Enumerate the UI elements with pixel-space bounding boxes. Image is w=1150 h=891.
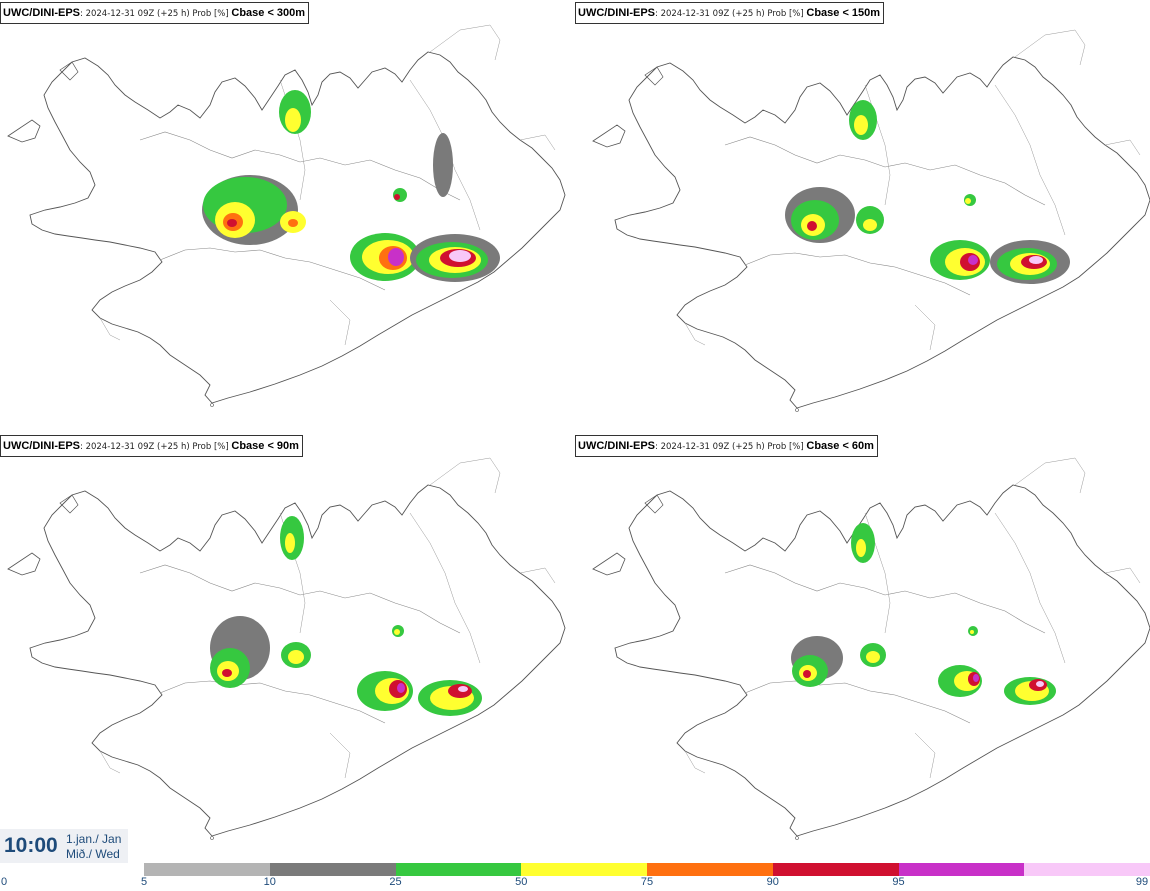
probability-field xyxy=(202,90,500,282)
variable-label: Cbase < 90m xyxy=(231,440,299,452)
color-scale-tick: 10 xyxy=(263,876,276,888)
map-panel-4: UWC/DINI-EPS: 2024-12-31 09Z (+25 h) Pro… xyxy=(575,433,1150,863)
variable-label: Cbase < 300m xyxy=(231,7,306,19)
color-scale-tick: 90 xyxy=(766,876,779,888)
color-scale-tick: 75 xyxy=(640,876,654,888)
color-scale-segment xyxy=(521,863,647,876)
run-info: : 2024-12-31 09Z (+25 h) Prob [%] xyxy=(80,442,232,452)
probability-field xyxy=(210,516,482,716)
panel-title: UWC/DINI-EPS: 2024-12-31 09Z (+25 h) Pro… xyxy=(0,435,303,457)
color-scale-segment xyxy=(1024,863,1150,876)
color-scale-segment xyxy=(144,863,270,876)
color-scale-segment xyxy=(647,863,773,876)
model-name: UWC/DINI-EPS xyxy=(3,7,80,19)
iceland-map xyxy=(7,24,566,407)
color-scale-tick: 50 xyxy=(515,876,528,888)
map-panel-1: UWC/DINI-EPS: 2024-12-31 09Z (+25 h) Pro… xyxy=(0,0,575,430)
color-scale-segment xyxy=(772,863,899,876)
valid-time-box: 10:00 1.jan./ Jan Mið./ Wed xyxy=(0,829,128,863)
model-name: UWC/DINI-EPS xyxy=(578,7,655,19)
color-scale-tick: 95 xyxy=(892,876,905,888)
color-scale xyxy=(144,863,1150,876)
model-name: UWC/DINI-EPS xyxy=(578,440,655,452)
iceland-map xyxy=(592,457,1150,840)
valid-weekday: Mið./ Wed xyxy=(66,847,120,861)
panel-title: UWC/DINI-EPS: 2024-12-31 09Z (+25 h) Pro… xyxy=(575,2,885,24)
variable-label: Cbase < 150m xyxy=(806,7,881,19)
color-scale-segment xyxy=(269,863,396,876)
run-info: : 2024-12-31 09Z (+25 h) Prob [%] xyxy=(655,442,807,452)
probability-field xyxy=(791,523,1056,705)
color-scale-tick: 5 xyxy=(140,876,148,888)
color-scale-tick: 0 xyxy=(0,876,8,888)
color-scale-segment xyxy=(395,863,522,876)
color-scale-tick: 25 xyxy=(389,876,402,888)
color-scale-segment xyxy=(898,863,1025,876)
iceland-map xyxy=(7,457,566,840)
run-info: : 2024-12-31 09Z (+25 h) Prob [%] xyxy=(655,9,807,19)
variable-label: Cbase < 60m xyxy=(806,440,874,452)
map-panel-2: UWC/DINI-EPS: 2024-12-31 09Z (+25 h) Pro… xyxy=(575,0,1150,430)
model-name: UWC/DINI-EPS xyxy=(3,440,80,452)
iceland-map xyxy=(592,29,1150,412)
run-info: : 2024-12-31 09Z (+25 h) Prob [%] xyxy=(80,9,232,19)
panel-title: UWC/DINI-EPS: 2024-12-31 09Z (+25 h) Pro… xyxy=(0,2,310,24)
map-panel-3: UWC/DINI-EPS: 2024-12-31 09Z (+25 h) Pro… xyxy=(0,433,575,863)
valid-date: 1.jan./ Jan xyxy=(66,832,122,846)
panel-title: UWC/DINI-EPS: 2024-12-31 09Z (+25 h) Pro… xyxy=(575,435,878,457)
probability-field xyxy=(785,100,1070,284)
color-scale-tick: 99 xyxy=(1135,876,1149,888)
valid-time: 10:00 xyxy=(4,834,58,857)
